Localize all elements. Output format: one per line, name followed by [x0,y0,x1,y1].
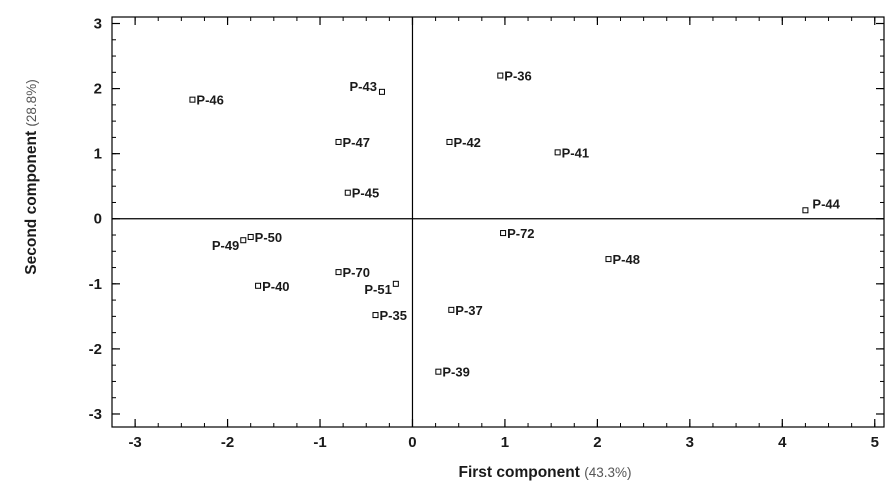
data-point: P-47 [335,135,370,150]
y-tick-label: 0 [94,211,102,228]
data-point: P-40 [255,279,290,294]
data-point: P-36 [497,69,532,84]
y-axis-label-note: (28.8%) [24,79,39,126]
data-point: P-46 [189,93,224,108]
point-marker [392,280,399,287]
x-tick-label: 5 [871,434,879,451]
point-label: P-46 [196,93,223,108]
point-marker [448,306,455,313]
y-tick-label: 3 [94,16,102,33]
point-label: P-49 [212,238,239,253]
data-point: P-72 [500,226,535,241]
x-tick-label: -1 [313,434,326,451]
data-point: P-37 [448,303,483,318]
x-axis-title: First component (43.3%) [458,464,631,481]
point-label: P-36 [504,69,531,84]
point-marker [446,138,453,145]
tick-labels: -3 -2 -1 0 1 2 3 4 5 -3 -2 -1 0 1 2 3 [89,16,879,451]
y-axis-label: Second component [23,131,40,275]
point-marker [554,149,561,156]
point-marker [189,96,196,103]
point-marker [247,233,254,240]
point-marker [497,72,504,79]
data-point: P-35 [372,308,407,323]
y-tick-label: -3 [89,406,102,423]
x-tick-label: 1 [501,434,509,451]
point-label: P-70 [343,265,370,280]
y-axis-title: Second component (28.8%) [23,79,40,274]
zero-lines [112,17,884,427]
x-tick-label: 4 [778,434,787,451]
point-marker [500,230,507,237]
x-tick-label: 0 [408,434,416,451]
point-marker [802,207,809,214]
point-marker [255,282,262,289]
data-point: P-48 [605,252,640,267]
x-axis-label: First component [458,464,579,481]
point-label: P-47 [343,135,370,150]
point-label: P-37 [455,303,482,318]
data-point: P-51 [364,280,399,297]
data-point: P-49 [212,237,247,253]
point-label: P-43 [350,79,377,94]
data-point: P-50 [247,230,282,245]
point-label: P-72 [507,226,534,241]
data-point: P-43 [350,79,385,95]
point-marker [605,256,612,263]
y-tick-label: -2 [89,341,102,358]
point-label: P-48 [612,252,639,267]
point-marker [435,368,442,375]
y-tick-label: 1 [94,146,102,163]
plot-frame [111,16,885,428]
point-label: P-35 [379,308,406,323]
point-marker [372,312,379,319]
point-label: P-45 [352,186,379,201]
data-point: P-44 [802,196,841,214]
x-axis-label-note: (43.3%) [584,465,631,480]
y-tick-label: -1 [89,276,102,293]
point-label: P-39 [442,365,469,380]
x-tick-label: 2 [593,434,601,451]
data-point: P-45 [344,186,379,201]
point-label: P-40 [262,279,289,294]
data-point: P-70 [335,265,370,280]
point-label: P-42 [453,135,480,150]
axis-titles: First component (43.3%) Second component… [23,79,632,481]
data-point: P-41 [554,145,589,160]
x-tick-label: -3 [128,434,141,451]
x-tick-label: 3 [686,434,694,451]
x-tick-label: -2 [221,434,234,451]
point-label: P-41 [562,145,589,160]
point-label: P-51 [364,282,391,297]
point-marker [335,138,342,145]
data-point: P-42 [446,135,481,150]
point-marker [240,237,247,244]
data-point: P-39 [435,365,470,380]
y-tick-label: 2 [94,81,102,98]
point-marker [344,189,351,196]
point-marker [335,269,342,276]
point-label: P-44 [812,196,840,211]
data-points: P-46 P-43 P-36 P-47 P-42 P-41 P-45 P-44 P-72 P-50… [189,69,841,380]
point-marker [378,88,385,95]
point-label: P-50 [255,230,282,245]
